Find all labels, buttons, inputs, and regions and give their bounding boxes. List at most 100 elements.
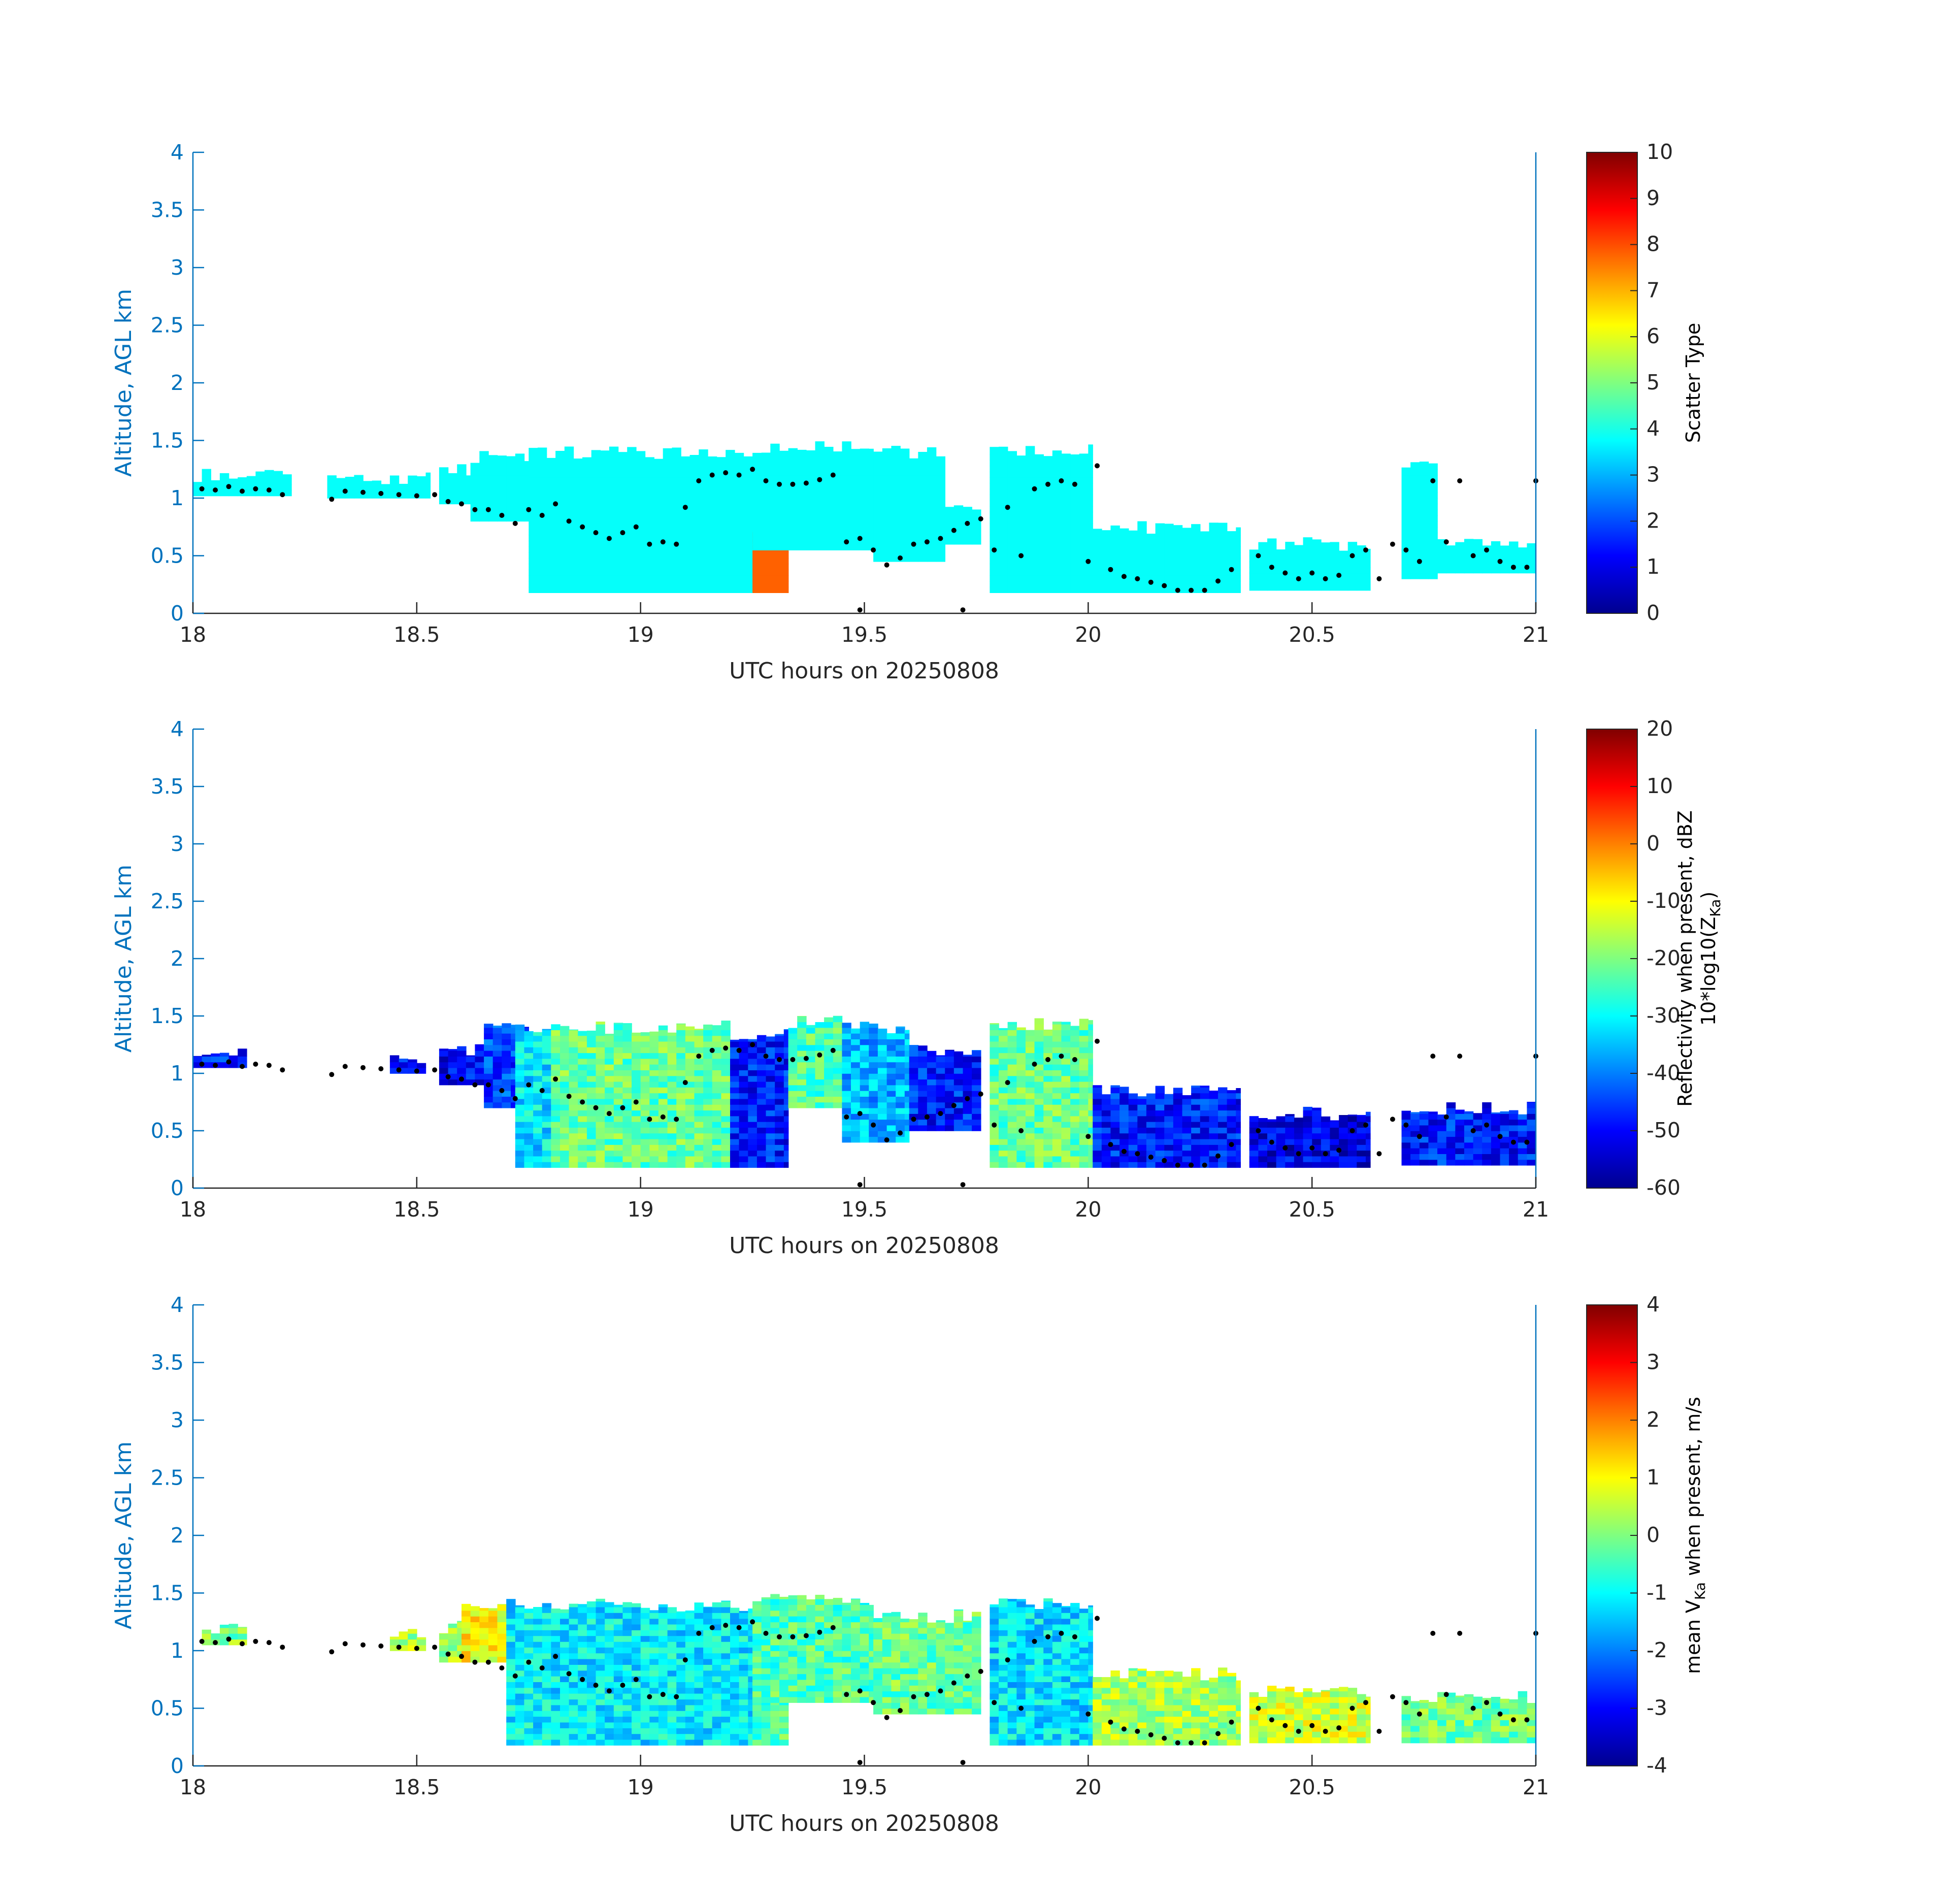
heatmap-cell — [936, 457, 945, 464]
heatmap-cell — [851, 1085, 861, 1091]
heatmap-cell — [1419, 1131, 1429, 1137]
heatmap-cell — [632, 1075, 641, 1082]
heatmap-cell — [833, 515, 843, 522]
heatmap-cell — [891, 527, 901, 533]
heatmap-cell — [1419, 1136, 1429, 1143]
heatmap-cell — [1173, 575, 1183, 582]
heatmap-cell — [882, 452, 892, 458]
heatmap-cell — [783, 1087, 789, 1094]
heatmap-cell — [1093, 546, 1102, 553]
heatmap-cell — [649, 1070, 659, 1076]
heatmap-cell — [1043, 1150, 1053, 1157]
heatmap-cell — [775, 1087, 784, 1094]
heatmap-cell — [1070, 471, 1080, 478]
heatmap-cell — [824, 463, 834, 470]
heatmap-cell — [676, 1030, 686, 1036]
heatmap-cell — [1043, 1041, 1053, 1047]
heatmap-cell — [860, 509, 870, 516]
heatmap-cell — [533, 1070, 543, 1076]
heatmap-cell — [1120, 1104, 1129, 1111]
heatmap-cell — [645, 535, 654, 541]
heatmap-cell — [1155, 569, 1165, 576]
heatmap-cell — [618, 581, 628, 587]
heatmap-cell — [1137, 1162, 1147, 1168]
heatmap-cell — [466, 1067, 476, 1074]
heatmap-cell — [524, 1739, 534, 1746]
heatmap-cell — [649, 1081, 659, 1088]
heatmap-cell — [739, 1115, 748, 1122]
heatmap-cell — [694, 1030, 704, 1036]
heatmap-cell — [806, 527, 816, 533]
heatmap-cell — [842, 509, 851, 516]
heatmap-cell — [542, 1716, 552, 1723]
heatmap-cell — [1034, 1156, 1044, 1162]
heatmap-cell — [1428, 1154, 1438, 1160]
heatmap-cell — [815, 1073, 825, 1080]
heatmap-cell — [1110, 546, 1120, 553]
heatmap-cell — [600, 460, 610, 467]
heatmap-cell — [833, 1039, 843, 1045]
heatmap-cell — [560, 1647, 570, 1654]
heatmap-cell — [999, 1075, 1008, 1082]
overlay-dot — [1484, 547, 1489, 553]
heatmap-cell — [1419, 1111, 1429, 1114]
heatmap-cell — [591, 512, 601, 518]
heatmap-cell — [1294, 1133, 1304, 1139]
heatmap-cell — [533, 1075, 543, 1082]
heatmap-cell — [1321, 550, 1331, 556]
heatmap-cell — [999, 454, 1008, 461]
heatmap-cell — [1473, 1125, 1483, 1131]
heatmap-cell — [676, 1035, 686, 1042]
heatmap-cell — [1518, 555, 1528, 562]
heatmap-cell — [596, 1711, 605, 1717]
heatmap-cell — [1093, 1162, 1102, 1168]
heatmap-cell — [560, 1150, 570, 1157]
heatmap-cell — [529, 564, 538, 570]
heatmap-cell — [1079, 1127, 1089, 1134]
heatmap-cell — [716, 506, 726, 513]
heatmap-cell — [1101, 1121, 1111, 1128]
heatmap-cell — [1500, 561, 1509, 568]
heatmap-cell — [1155, 1144, 1165, 1151]
heatmap-cell — [1182, 1156, 1192, 1162]
heatmap-cell — [586, 1093, 597, 1099]
heatmap-cell — [936, 498, 945, 505]
heatmap-cell — [685, 1144, 695, 1151]
heatmap-cell — [515, 1070, 525, 1076]
heatmap-cell — [953, 1051, 964, 1057]
heatmap-cell — [466, 498, 471, 505]
heatmap-cell — [663, 569, 673, 576]
heatmap-cell — [891, 457, 901, 464]
heatmap-cell — [515, 492, 525, 499]
heatmap-cell — [1128, 1144, 1138, 1151]
heatmap-cell — [1034, 1075, 1044, 1082]
heatmap-cell — [529, 569, 538, 576]
heatmap-cell — [1191, 1115, 1201, 1122]
heatmap-cell — [797, 449, 807, 452]
overlay-dot — [884, 562, 890, 568]
heatmap-cell — [1110, 1144, 1120, 1151]
heatmap-cell — [515, 1138, 525, 1145]
heatmap-cell — [699, 586, 708, 593]
heatmap-cell — [591, 552, 601, 559]
heatmap-cell — [654, 575, 664, 582]
heatmap-cell — [1061, 558, 1071, 565]
heatmap-cell — [667, 1138, 677, 1145]
heatmap-cell — [389, 486, 400, 493]
heatmap-cell — [707, 541, 717, 547]
heatmap-cell — [891, 446, 901, 447]
heatmap-cell — [999, 446, 1008, 449]
heatmap-cell — [1088, 1127, 1093, 1134]
heatmap-cell — [645, 466, 654, 472]
heatmap-cell — [1025, 448, 1035, 455]
heatmap-cell — [1079, 1121, 1089, 1128]
heatmap-cell — [488, 1639, 498, 1646]
heatmap-cell — [506, 498, 516, 505]
heatmap-cell — [726, 488, 735, 495]
heatmap-cell — [506, 457, 516, 464]
heatmap-cell — [1093, 552, 1102, 559]
heatmap-cell — [783, 1104, 789, 1111]
heatmap-cell — [752, 538, 762, 545]
heatmap-cell — [1093, 1156, 1102, 1162]
heatmap-cell — [1173, 569, 1183, 576]
